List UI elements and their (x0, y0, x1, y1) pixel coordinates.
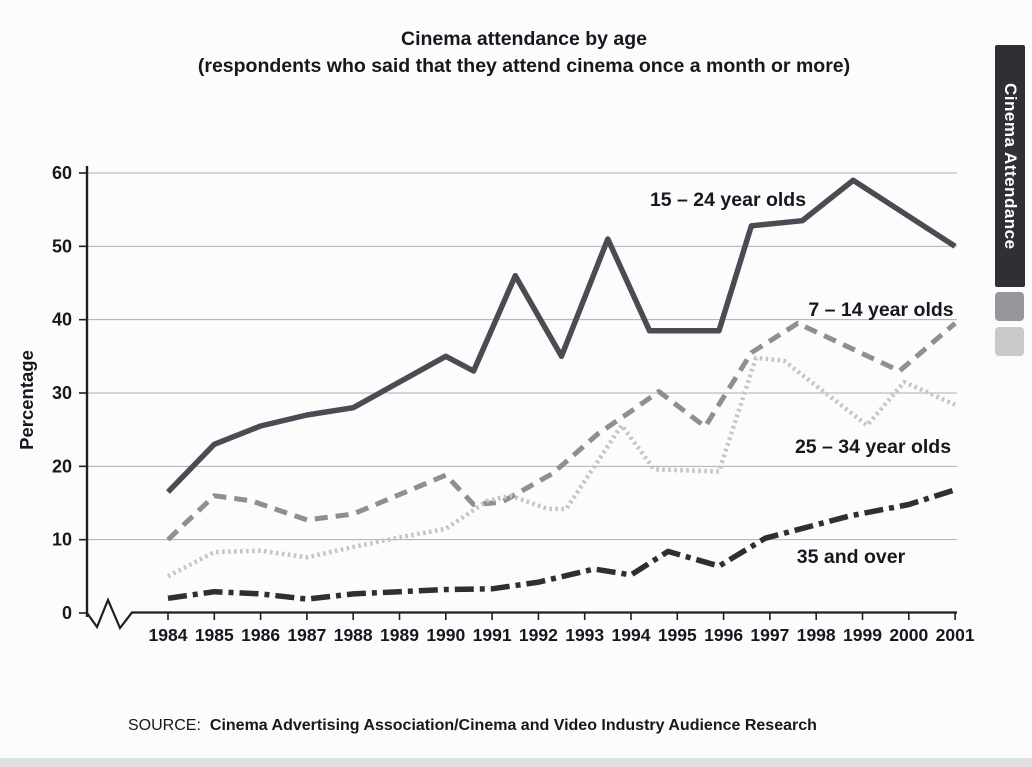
y-tick-label-30: 30 (52, 383, 72, 403)
x-tick-label-1992: 1992 (519, 625, 558, 645)
source-line: SOURCE: Cinema Advertising Association/Ci… (128, 717, 817, 735)
x-tick-label-1998: 1998 (797, 625, 836, 645)
x-tick-label-2001: 2001 (936, 625, 975, 645)
x-axis-with-break (86, 597, 957, 631)
side-tab-cinema-attendance: Cinema Attendance (995, 45, 1025, 287)
source-text: Cinema Advertising Association/Cinema an… (209, 717, 817, 734)
y-tick-label-10: 10 (52, 530, 72, 550)
light-gray-square (995, 327, 1024, 356)
x-tick-label-2000: 2000 (889, 625, 928, 645)
x-tick-label-1997: 1997 (750, 625, 789, 645)
chart-title-block: Cinema attendance by age (respondents wh… (64, 26, 984, 80)
series-line-25-34 (166, 355, 957, 579)
x-tick-label-1996: 1996 (704, 625, 743, 645)
series-label-35-over: 35 and over (797, 546, 906, 568)
series-label-7-14: 7 – 14 year olds (808, 299, 953, 321)
y-tick-label-40: 40 (52, 310, 72, 330)
side-tab-label: Cinema Attendance (1001, 82, 1020, 250)
x-tick-label-1999: 1999 (843, 625, 882, 645)
x-tick-label-1995: 1995 (658, 625, 697, 645)
x-tick-label-1988: 1988 (334, 625, 373, 645)
series-line-15-24 (166, 177, 957, 494)
x-tick-label-1994: 1994 (612, 625, 651, 645)
series-label-25-34: 25 – 34 year olds (795, 436, 951, 458)
x-tick-label-1991: 1991 (473, 625, 512, 645)
page-bottom-strip (0, 758, 1032, 767)
x-tick-label-1987: 1987 (287, 625, 326, 645)
y-tick-label-60: 60 (52, 163, 72, 183)
series-line-35-over (167, 487, 956, 602)
x-tick-label-1984: 1984 (149, 625, 188, 645)
x-tick-label-1990: 1990 (426, 625, 465, 645)
y-tick-label-50: 50 (52, 236, 72, 256)
y-tick-label-0: 0 (62, 603, 72, 623)
x-tick-label-1993: 1993 (565, 625, 604, 645)
series-label-15-24: 15 – 24 year olds (650, 189, 806, 211)
x-tick-label-1985: 1985 (195, 625, 234, 645)
source-prefix: SOURCE: (128, 717, 201, 734)
x-tick-label-1989: 1989 (380, 625, 419, 645)
y-tick-label-20: 20 (52, 456, 72, 476)
x-tick-label-1986: 1986 (241, 625, 280, 645)
chart-title: Cinema attendance by age (401, 28, 647, 50)
chart-subtitle: (respondents who said that they attend c… (197, 55, 851, 77)
medium-gray-square (995, 292, 1024, 321)
